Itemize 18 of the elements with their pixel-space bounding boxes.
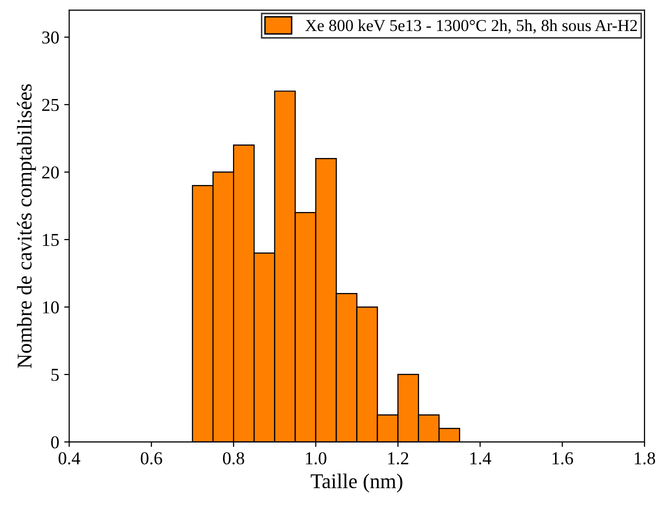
x-tick-label: 1.4 xyxy=(470,452,492,464)
y-tick-label: 25 xyxy=(42,98,59,112)
y-tick-label: 20 xyxy=(42,166,59,179)
legend-label: Xe 800 keV 5e13 - 1300°C 2h, 5h, 8h sous Ar-H2 xyxy=(305,19,637,34)
x-tick-label: 0.6 xyxy=(140,452,162,464)
x-axis-title: Taille (nm) xyxy=(310,474,402,493)
x-tick-label: 1.6 xyxy=(552,452,574,464)
y-tick-label: 30 xyxy=(42,31,59,44)
x-tick-label: 0.8 xyxy=(222,452,244,464)
y-tick-label: 0 xyxy=(51,436,59,448)
y-tick-label: 15 xyxy=(43,234,59,246)
y-axis-title: Nombre de cavités comptabilisées xyxy=(16,84,36,368)
y-tick-label: 10 xyxy=(43,301,59,314)
x-tick-label: 1.2 xyxy=(388,452,408,464)
x-tick-label: 0.4 xyxy=(58,452,80,464)
y-tick-label: 5 xyxy=(51,368,59,381)
x-tick-label: 1.8 xyxy=(634,452,656,464)
x-tick-label: 1.0 xyxy=(306,452,326,464)
